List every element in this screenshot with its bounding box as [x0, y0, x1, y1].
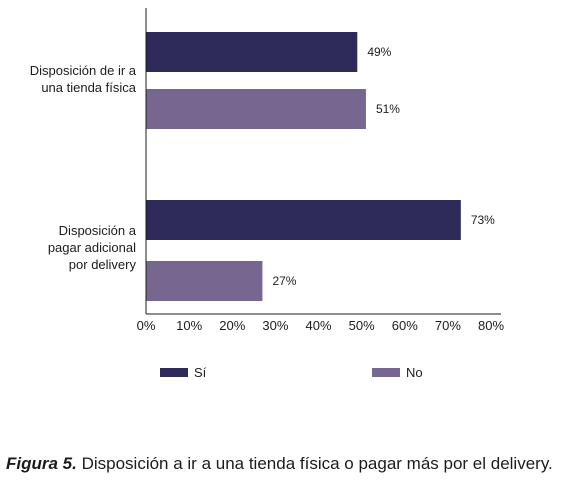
x-tick-label: 40% [305, 318, 331, 333]
x-tick-label: 10% [176, 318, 202, 333]
x-tick-label: 0% [137, 318, 156, 333]
legend-label-no: No [406, 364, 423, 380]
legend-label-si: Sí [194, 364, 207, 380]
bar-si-1 [146, 200, 461, 240]
bar-si-0 [146, 32, 358, 72]
bar-no-0 [146, 89, 366, 129]
figure-caption: Figura 5. Disposición a ir a una tienda … [6, 452, 566, 476]
x-tick-label: 80% [478, 318, 504, 333]
data-label-no-1: 27% [272, 274, 296, 288]
x-tick-label: 30% [262, 318, 288, 333]
data-label-si-0: 49% [367, 45, 391, 59]
legend-swatch-si [160, 367, 188, 377]
x-tick-label: 20% [219, 318, 245, 333]
x-tick-label: 50% [349, 318, 375, 333]
data-label-si-1: 73% [471, 213, 495, 227]
caption-prefix: Figura 5. [6, 454, 77, 473]
legend-item-si: Sí [160, 364, 206, 380]
bar-no-1 [146, 261, 263, 301]
x-tick-label: 60% [392, 318, 418, 333]
data-label-no-0: 51% [376, 102, 400, 116]
legend-swatch-no [372, 367, 400, 377]
bar-chart: 49% 73% 51% 27% 0% 10% 20% 30% 40% 50% 60% 70% 80% [137, 8, 504, 333]
caption-text: Disposición a ir a una tienda física o p… [76, 454, 553, 473]
category-label-delivery: Disposición a pagar adicional por delive… [47, 223, 136, 272]
category-label-tienda: Disposición de ir a una tienda física [29, 63, 136, 95]
x-tick-label: 70% [435, 318, 461, 333]
legend-item-no: No [372, 364, 423, 380]
